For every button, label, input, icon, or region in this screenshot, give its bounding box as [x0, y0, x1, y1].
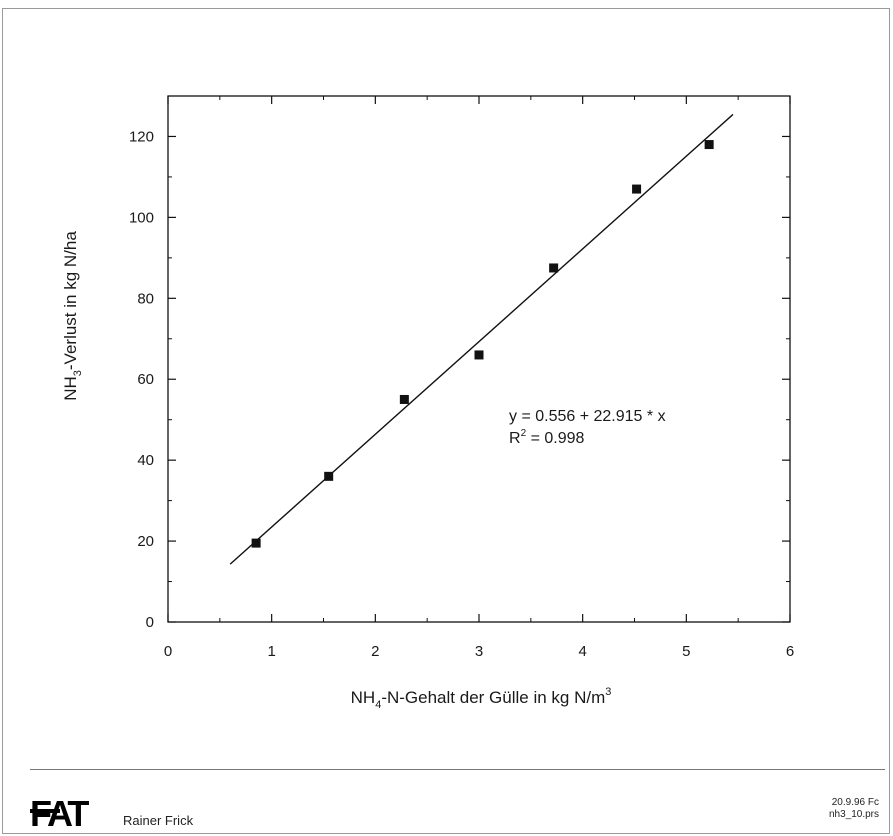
x-tick-label: 4 [578, 643, 586, 660]
footer-divider [30, 769, 885, 770]
data-point [251, 538, 261, 548]
tick-marks [167, 96, 791, 623]
x-axis-label-subscript: 4 [375, 699, 381, 711]
x-tick-label: 6 [786, 643, 794, 660]
x-axis-label-rest: -N-Gehalt der Gülle in kg N/m [381, 688, 605, 707]
scatter-chart: 0 1 2 3 4 5 6 0 20 40 60 80 100 120 y = 0.556 + 22.9… [61, 95, 794, 711]
x-tick-label: 2 [371, 643, 379, 660]
x-axis-label: NH4-N-Gehalt der Gülle in kg N/m3 [351, 686, 612, 711]
x-tick-label: 3 [475, 643, 483, 660]
data-point [632, 184, 642, 194]
regression-line [229, 113, 734, 565]
x-axis-label-superscript: 3 [605, 686, 611, 698]
y-tick-label: 0 [146, 614, 154, 631]
stamp-filename: nh3_10.prs [828, 809, 879, 820]
y-axis-label-subscript: 3 [72, 370, 84, 376]
data-points [251, 140, 714, 548]
data-point [549, 263, 559, 273]
data-point [474, 350, 484, 360]
page-frame [2, 8, 890, 834]
y-tick-labels: 0 20 40 60 80 100 120 [129, 128, 154, 631]
x-tick-label: 1 [267, 643, 275, 660]
y-axis-label: NH3-Verlust in kg N/ha [61, 231, 84, 401]
regression-equation: y = 0.556 + 22.915 * x [509, 408, 666, 425]
x-tick-labels: 0 1 2 3 4 5 6 [164, 643, 794, 660]
author-name: Rainer Frick [123, 813, 194, 828]
y-tick-label: 60 [137, 371, 154, 388]
r-squared-label: R2 = 0.998 [509, 428, 585, 447]
plot-area: 0 1 2 3 4 5 6 0 20 40 60 80 100 120 [129, 95, 794, 660]
y-axis-label-rest: -Verlust in kg N/ha [61, 231, 80, 370]
y-tick-label: 20 [137, 533, 154, 550]
data-point [399, 394, 409, 404]
document-stamp: 20.9.96 Fc nh3_10.prs [829, 797, 879, 821]
y-tick-label: 100 [129, 209, 154, 226]
r-squared-exponent: 2 [521, 428, 527, 439]
fat-logo: FAT [30, 796, 92, 830]
data-point [324, 471, 334, 481]
y-tick-label: 120 [129, 128, 154, 145]
y-tick-label: 40 [137, 452, 154, 469]
y-axis-label-main: NH [61, 376, 80, 401]
stamp-date: 20.9.96 Fc [831, 797, 879, 808]
r-squared-symbol: R [509, 430, 521, 447]
r-squared-value: = 0.998 [526, 430, 584, 447]
x-axis-label-main: NH [351, 688, 376, 707]
data-point [704, 140, 714, 150]
x-tick-label: 0 [164, 643, 172, 660]
y-tick-label: 80 [137, 290, 154, 307]
x-tick-label: 5 [682, 643, 690, 660]
